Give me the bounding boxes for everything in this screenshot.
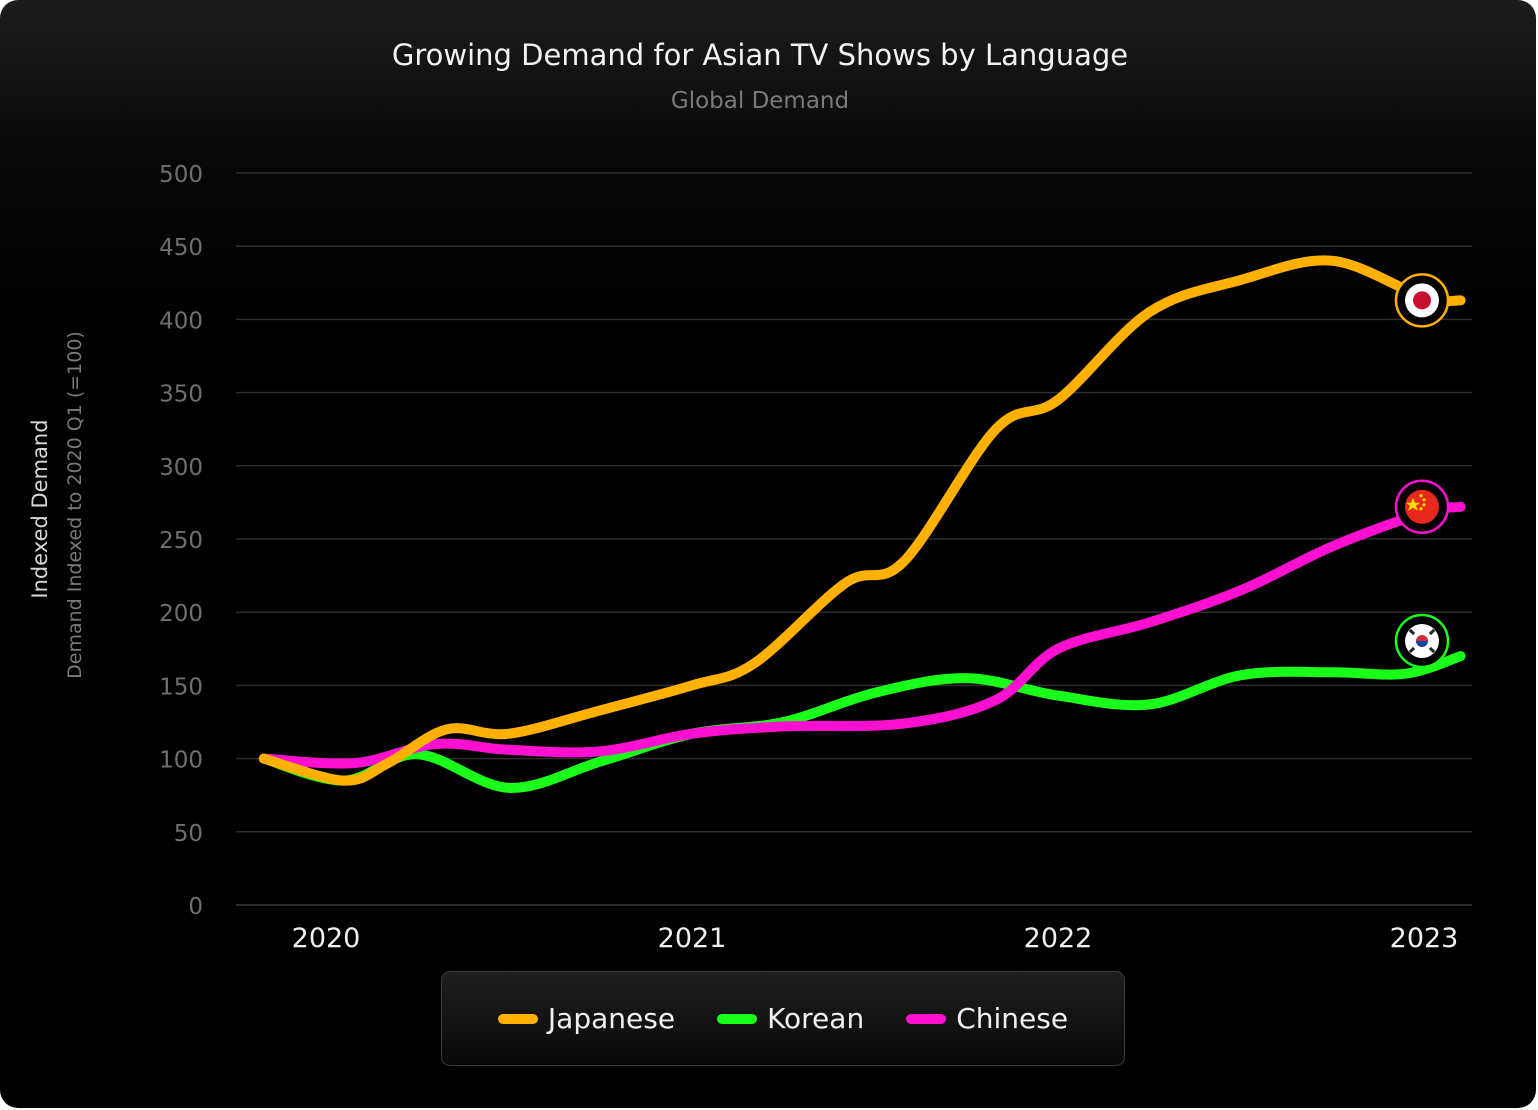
legend-swatch <box>906 1013 947 1024</box>
y-tick-label: 350 <box>159 382 203 408</box>
series-line-korean <box>258 651 1466 793</box>
legend-swatch <box>717 1013 758 1024</box>
y-tick-label: 250 <box>159 528 203 554</box>
y-tick-label: 50 <box>174 821 203 847</box>
series-line-japanese <box>258 255 1466 786</box>
legend-item-korean: Korean <box>717 1002 864 1035</box>
legend-label: Japanese <box>547 1002 676 1035</box>
south-korea-flag-icon <box>1394 613 1450 669</box>
legend-swatch <box>497 1013 538 1024</box>
x-tick-label: 2021 <box>658 923 727 954</box>
y-tick-label: 500 <box>159 162 203 188</box>
line-chart: 0 50 100 150 200 250 300 350 400 450 500 2020 2021 20… <box>159 162 1472 954</box>
y-tick-label: 200 <box>159 601 203 627</box>
legend-item-chinese: Chinese <box>906 1002 1068 1035</box>
japan-flag-icon <box>1394 273 1450 328</box>
legend-label: Chinese <box>956 1002 1069 1035</box>
legend-label: Korean <box>767 1002 865 1035</box>
y-tick-label: 400 <box>159 308 203 334</box>
x-tick-label: 2023 <box>1390 923 1459 954</box>
china-flag-icon <box>1394 479 1450 535</box>
y-tick-label: 0 <box>188 894 203 920</box>
chart-legend: Japanese Korean Chinese <box>441 971 1125 1066</box>
y-tick-label: 300 <box>159 455 203 481</box>
legend-item-japanese: Japanese <box>497 1002 676 1035</box>
y-tick-label: 100 <box>159 748 203 774</box>
y-tick-label: 450 <box>159 235 203 261</box>
chart-subtitle: Global Demand <box>670 88 850 114</box>
y-tick-label: 150 <box>159 674 203 700</box>
x-tick-label: 2020 <box>292 923 361 954</box>
series-line-chinese <box>258 501 1466 769</box>
chart-title: Growing Demand for Asian TV Shows by Lan… <box>391 38 1129 72</box>
x-tick-label: 2022 <box>1024 923 1093 954</box>
